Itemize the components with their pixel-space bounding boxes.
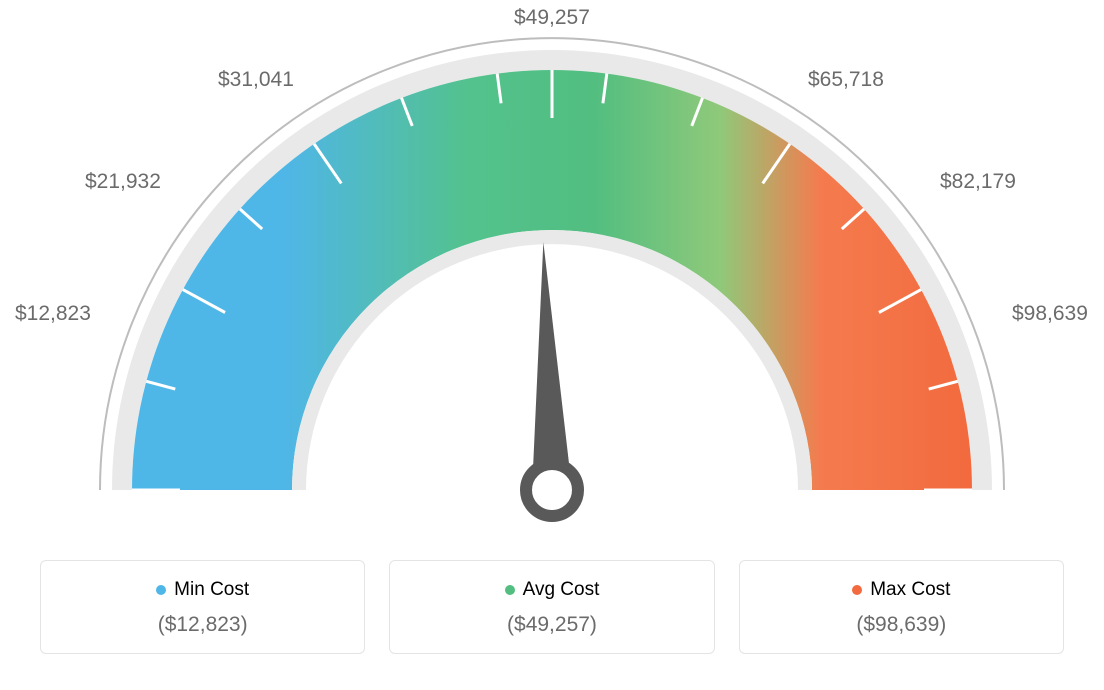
gauge-svg [0, 0, 1104, 560]
gauge-tick-label: $12,823 [15, 302, 91, 326]
gauge-tick-label: $65,718 [808, 68, 884, 92]
summary-cards: Min Cost ($12,823) Avg Cost ($49,257) Ma… [0, 560, 1104, 654]
gauge-tick-label: $31,041 [218, 68, 294, 92]
max-cost-card: Max Cost ($98,639) [739, 560, 1064, 654]
min-cost-label: Min Cost [174, 579, 249, 601]
max-cost-label: Max Cost [870, 579, 950, 601]
min-cost-value: ($12,823) [51, 613, 354, 637]
gauge-tick-label: $49,257 [514, 6, 590, 30]
min-cost-title: Min Cost [156, 579, 249, 601]
max-dot-icon [852, 585, 862, 595]
avg-cost-title: Avg Cost [505, 579, 600, 601]
max-cost-title: Max Cost [852, 579, 950, 601]
gauge-chart: $12,823 $21,932 $31,041 $49,257 $65,718 $82,1… [0, 0, 1104, 560]
gauge-tick-label: $98,639 [1012, 302, 1088, 326]
avg-cost-card: Avg Cost ($49,257) [389, 560, 714, 654]
min-cost-card: Min Cost ($12,823) [40, 560, 365, 654]
min-dot-icon [156, 585, 166, 595]
avg-dot-icon [505, 585, 515, 595]
max-cost-value: ($98,639) [750, 613, 1053, 637]
gauge-tick-label: $82,179 [940, 170, 1016, 194]
avg-cost-value: ($49,257) [400, 613, 703, 637]
gauge-tick-label: $21,932 [85, 170, 161, 194]
avg-cost-label: Avg Cost [523, 579, 600, 601]
